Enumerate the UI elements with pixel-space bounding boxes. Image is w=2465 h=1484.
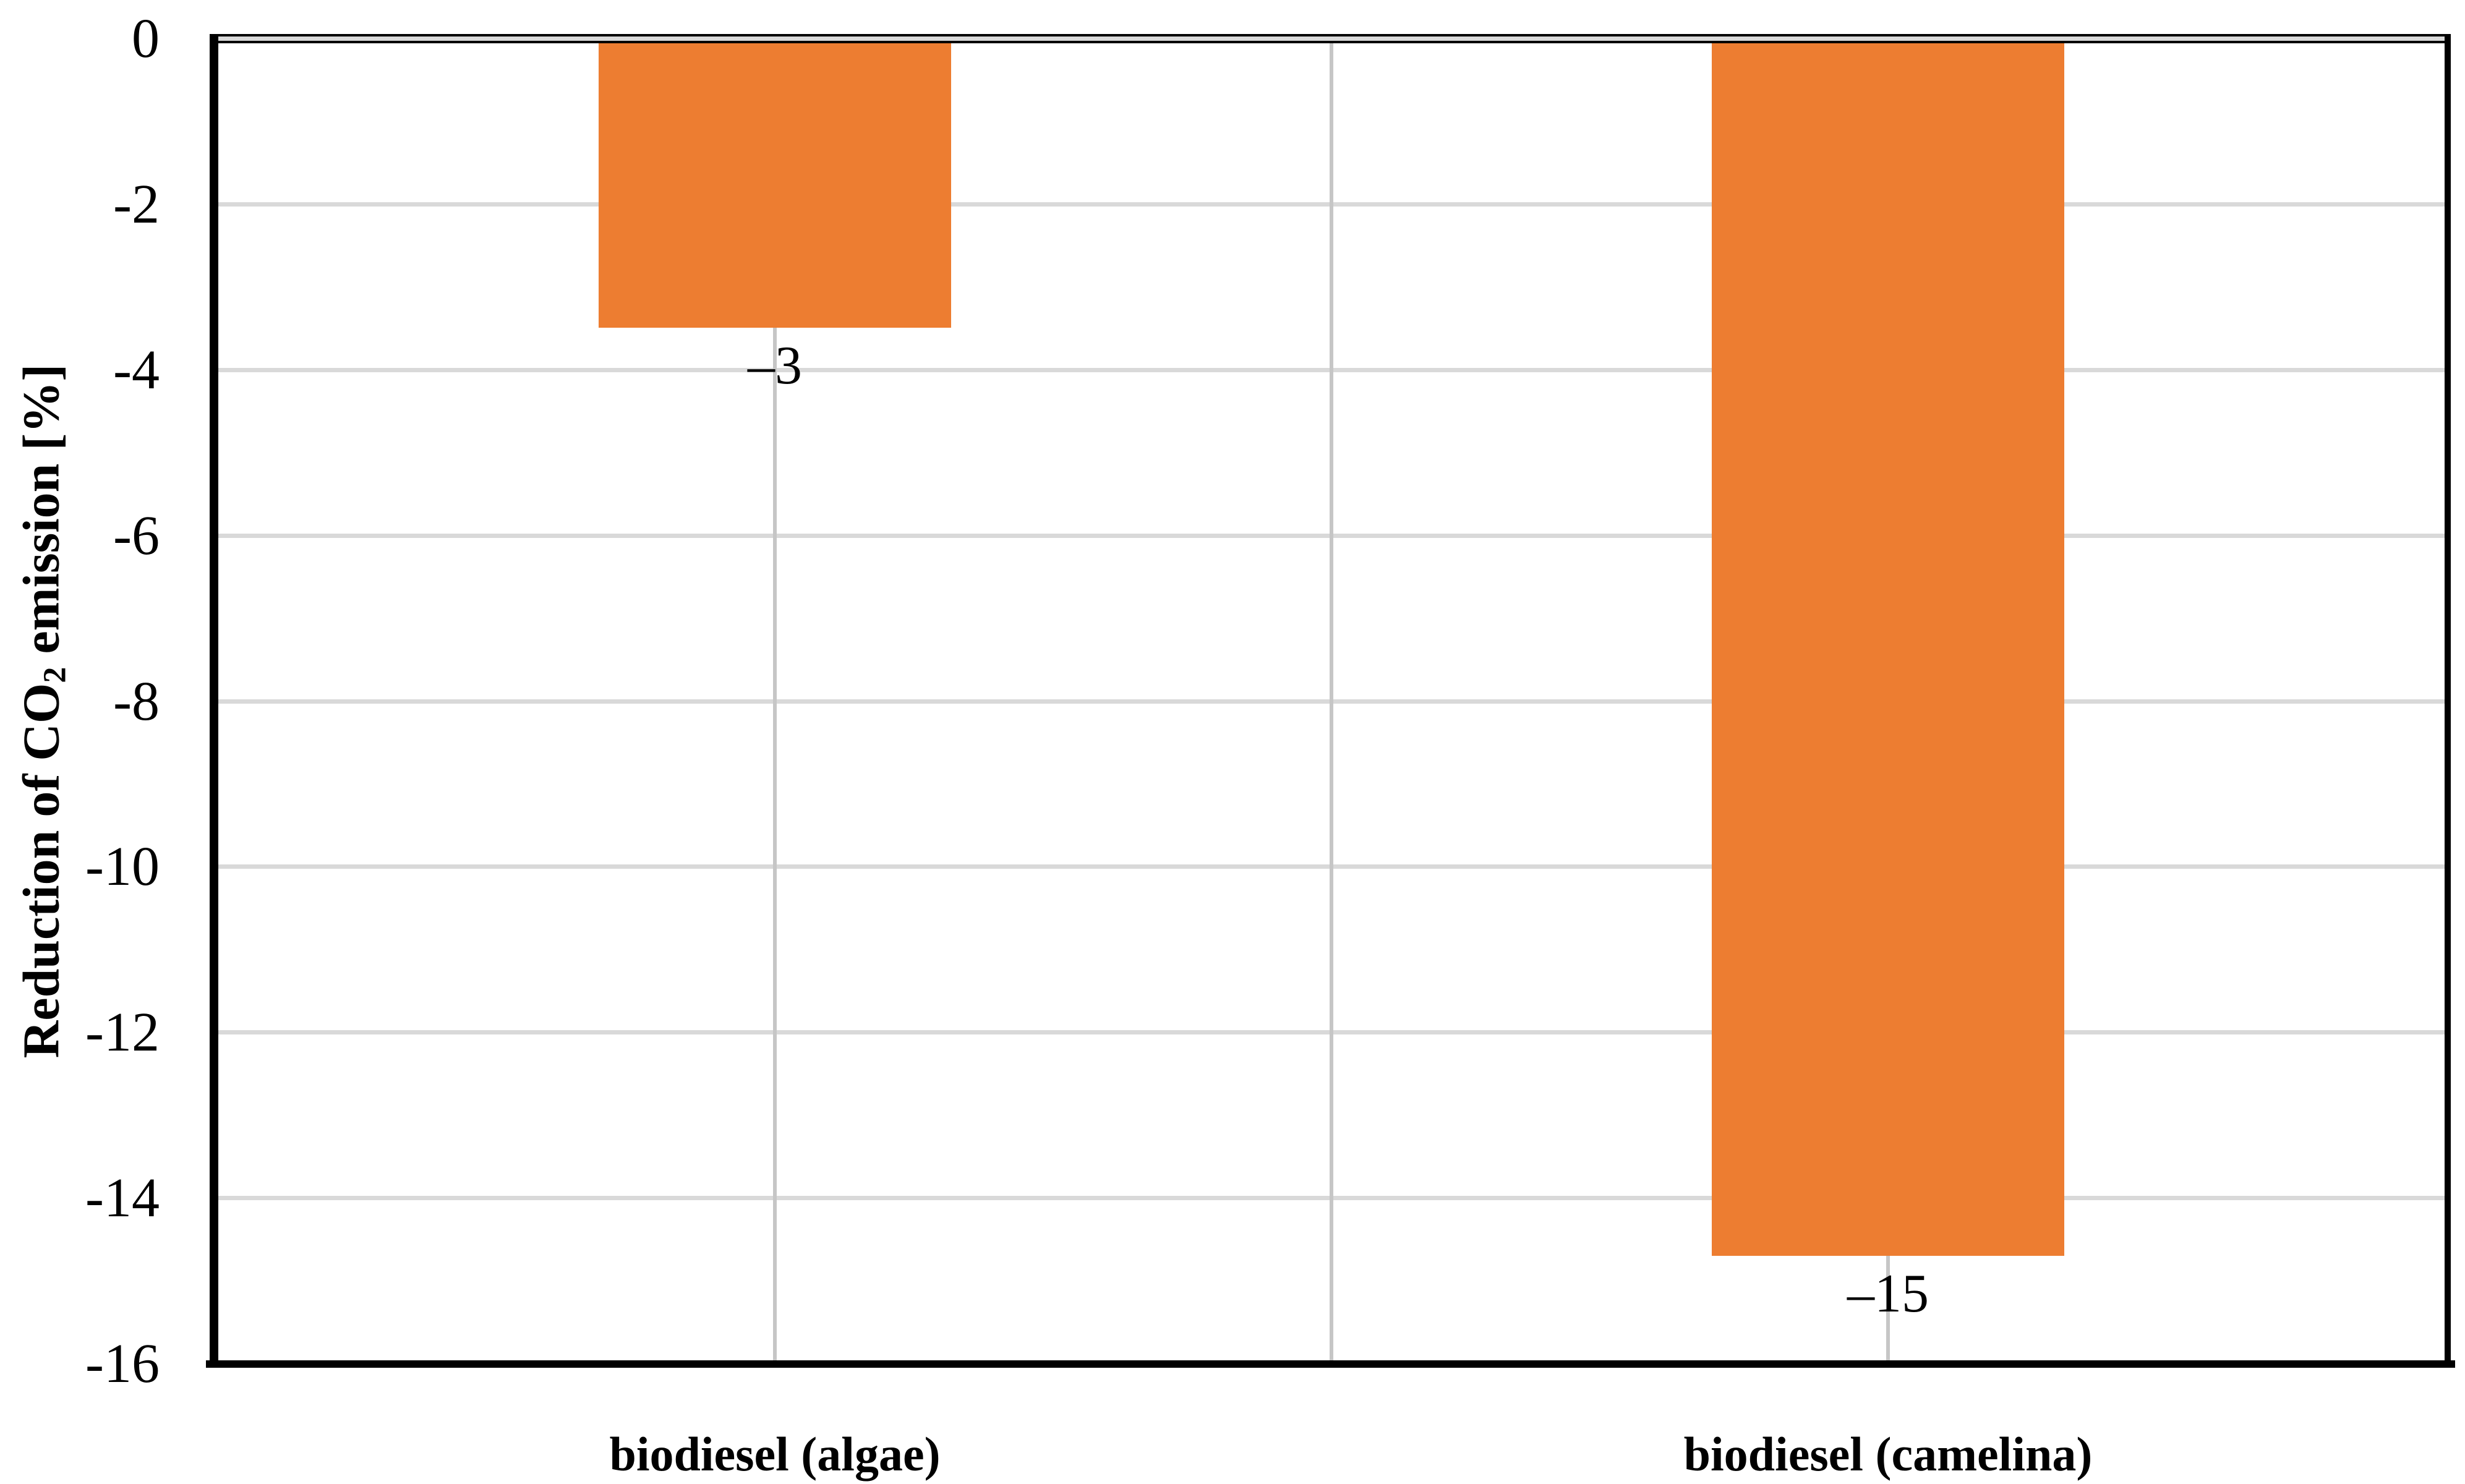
y-axis-line — [210, 34, 218, 1368]
zero-axis-line — [218, 34, 2445, 36]
x-category-label: biodiesel (camelina) — [1683, 1427, 2093, 1481]
y-tick-label: 0 — [132, 8, 160, 69]
y-tick-label: -6 — [113, 505, 160, 566]
zero-axis-line — [218, 41, 2445, 43]
x-axis-line — [206, 1360, 2455, 1368]
y-tick-label: -8 — [113, 671, 160, 732]
x-category-label: biodiesel (algae) — [609, 1427, 941, 1481]
x-gridline — [773, 43, 777, 1360]
bar — [1712, 43, 2064, 1256]
bar — [599, 43, 951, 328]
y-tick-label: -10 — [85, 836, 160, 897]
bar-data-label: –3 — [748, 336, 802, 396]
plot-area: –3 –15 — [218, 34, 2445, 1360]
zero-gridline-band — [218, 36, 2445, 41]
y-tick-label: -4 — [113, 339, 160, 401]
bar-data-label: –15 — [1847, 1264, 1929, 1324]
y-tick-label: -14 — [85, 1167, 160, 1229]
y-tick-label: -16 — [85, 1333, 160, 1394]
y-tick-label: -12 — [85, 1002, 160, 1063]
y-tick-label: -2 — [113, 174, 160, 235]
x-gridline — [1330, 43, 1333, 1360]
plot-right-border — [2445, 34, 2451, 1368]
